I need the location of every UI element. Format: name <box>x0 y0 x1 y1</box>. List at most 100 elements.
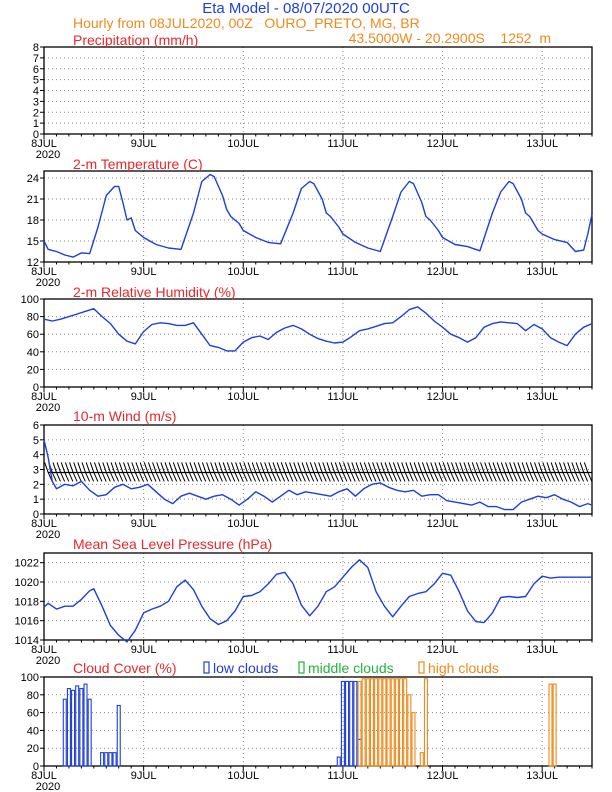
wind-barb <box>118 472 124 482</box>
wind-barb <box>97 472 103 482</box>
wind-barb <box>338 472 344 482</box>
wind-barb <box>226 472 232 482</box>
wind-barb <box>139 462 145 473</box>
wind-barb <box>292 472 298 482</box>
high-clouds-bar <box>369 678 375 767</box>
y-tick-label: 1014 <box>15 635 39 647</box>
wind-barb <box>114 472 120 482</box>
wind-barb <box>76 472 82 482</box>
x-tick-label: 10JUL <box>227 138 259 150</box>
panel-frame <box>43 676 593 767</box>
wind-barb <box>392 462 398 473</box>
wind-barb <box>135 462 140 473</box>
wind-barb <box>392 472 398 482</box>
wind-barb <box>538 462 543 473</box>
wind-barb <box>405 462 410 473</box>
wind-barb <box>363 472 369 482</box>
x-tick-label: 10JUL <box>227 518 259 530</box>
wind-barb <box>235 462 240 473</box>
x-tick-label: 9JUL <box>131 518 157 530</box>
wind-barb <box>492 462 497 473</box>
x-tick-label: 11JUL <box>327 518 358 530</box>
wind-barb <box>467 462 473 473</box>
wind-barb <box>60 472 66 482</box>
wind-barb <box>330 462 336 473</box>
wind-barb <box>513 462 518 473</box>
wind-barb <box>93 462 99 473</box>
wind-barb <box>139 472 144 482</box>
wind-barb <box>134 472 140 482</box>
wind-barb <box>334 472 340 482</box>
wind-barb <box>334 462 340 473</box>
wind-barb <box>264 462 269 473</box>
panel-title: 2-m Temperature (C) <box>73 156 203 172</box>
wind-barb <box>210 462 215 473</box>
wind-barb <box>484 462 489 473</box>
wind-barb <box>534 462 539 473</box>
wind-barb <box>504 462 510 473</box>
wind-barb <box>379 472 385 482</box>
wind-barb <box>176 472 182 482</box>
legend-label: low clouds <box>213 660 278 676</box>
wind-barb <box>193 462 199 473</box>
panel-frame <box>43 46 593 135</box>
wind-barb <box>355 462 360 473</box>
wind-barb <box>451 462 456 473</box>
wind-barb <box>230 462 236 473</box>
wind-barb <box>491 472 497 482</box>
wind-barb <box>118 462 124 473</box>
x-tick-label: 8JUL <box>31 266 57 278</box>
legend-swatch <box>298 661 305 674</box>
wind-barb <box>351 462 356 473</box>
wind-barb <box>263 472 269 482</box>
wind-barb <box>509 462 514 473</box>
wind-barb <box>409 462 414 473</box>
wind-barb <box>342 472 348 482</box>
x-tick-label: 12JUL <box>427 644 459 656</box>
high-clouds-bar <box>378 678 383 767</box>
wind-barb <box>293 462 298 473</box>
wind-barb <box>430 462 435 473</box>
wind-barb <box>413 472 418 482</box>
low-clouds-bar <box>83 683 88 767</box>
x-tick-label: 8JUL <box>31 518 57 530</box>
y-tick-label: 80 <box>27 690 39 702</box>
wind-barb <box>463 462 468 473</box>
wind-barb <box>529 462 535 473</box>
wind-barb <box>363 462 369 473</box>
wind-barb <box>488 462 493 473</box>
wind-barb <box>442 472 448 482</box>
wind-barb <box>131 462 136 473</box>
wind-barb <box>280 472 286 482</box>
high-clouds-bar <box>403 678 408 767</box>
wind-barb <box>147 472 153 482</box>
y-tick-label: 0 <box>33 382 39 394</box>
wind-barb <box>72 472 78 482</box>
high-clouds-bar <box>423 678 428 767</box>
wind-barb <box>114 462 120 473</box>
wind-barb <box>517 462 522 473</box>
wind-barb <box>343 462 348 473</box>
low-clouds-bar <box>104 752 109 767</box>
wind-barb <box>400 472 406 482</box>
high-clouds-bar <box>374 678 379 767</box>
wind-barb <box>570 472 576 482</box>
wind-barb <box>123 462 128 473</box>
wind-barb <box>487 472 493 482</box>
wind-barb <box>314 462 319 473</box>
y-tick-label: 40 <box>27 725 39 737</box>
wind-barb <box>93 472 99 482</box>
x-tick-label: 12JUL <box>427 518 459 530</box>
wind-barb <box>105 472 111 482</box>
wind-barb <box>417 462 423 473</box>
wind-barb <box>326 462 331 473</box>
wind-barb <box>55 472 61 482</box>
high-clouds-bar <box>419 752 424 767</box>
wind-barb <box>442 462 448 473</box>
y-tick-label: 12 <box>27 257 39 269</box>
wind-barb <box>106 462 111 473</box>
wind-barb <box>433 472 439 482</box>
wind-barb <box>309 472 315 482</box>
wind-barb <box>181 462 186 473</box>
